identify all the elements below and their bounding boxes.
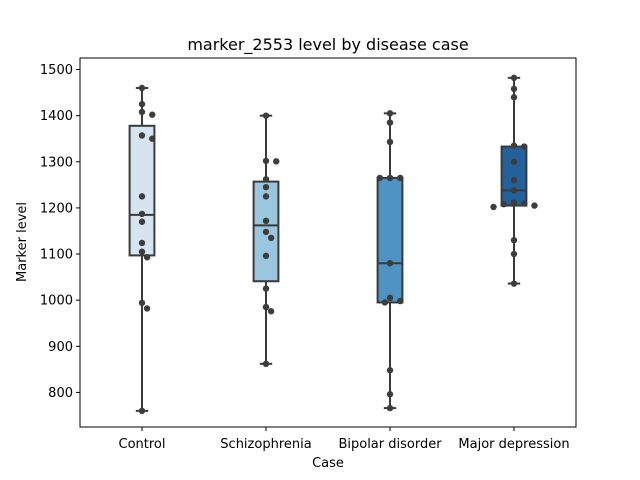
data-point [386,174,394,182]
data-point [376,174,383,182]
data-point [386,367,394,374]
data-point [262,193,270,200]
data-point [262,176,270,183]
data-point [262,285,270,292]
data-point [386,110,394,117]
data-point [138,84,146,92]
data-point [510,85,518,93]
data-point [138,132,146,139]
data-point [262,360,270,368]
y-tick-label: 1000 [40,294,73,309]
plot-content [128,74,538,415]
y-tick-label: 1100 [40,248,73,263]
data-point [521,143,528,150]
data-point [138,218,146,225]
data-point [143,254,151,261]
x-tick-label: Schizophrenia [220,437,311,452]
data-point [262,112,270,119]
data-point [386,138,394,146]
data-point [138,239,146,247]
data-point [510,142,518,149]
data-point [510,250,518,258]
y-tick-label: 1300 [40,155,73,170]
data-point [138,248,146,255]
box [500,145,528,207]
data-point [510,236,518,244]
data-point [149,135,156,142]
data-point [262,183,270,191]
x-axis: Control Schizophrenia Bipolar disorder Majo… [119,427,570,452]
data-point [273,158,280,165]
box-group [490,74,538,287]
chart-title: marker_2553 level by disease case [187,35,468,55]
data-point [262,228,270,236]
box-group [376,110,404,412]
data-point [138,100,146,108]
box [128,124,156,257]
data-point [510,158,518,165]
data-point [262,217,270,225]
data-point [267,234,275,242]
data-point [510,187,518,194]
data-point [510,74,518,82]
data-point [138,193,146,200]
data-point [149,111,156,118]
data-point [490,203,497,211]
box-group [252,112,280,368]
data-point [381,299,389,306]
y-axis-title: Marker level [15,202,30,282]
data-point [397,174,404,182]
data-point [531,202,538,209]
data-point [262,157,270,165]
x-tick-label: Major depression [458,437,569,452]
data-point [386,404,394,412]
data-point [143,305,151,312]
data-point [262,252,270,260]
data-point [386,294,394,302]
y-tick-label: 800 [48,386,73,401]
data-point [138,299,146,307]
data-point [397,297,404,305]
data-point [386,391,394,398]
box-group [128,84,156,415]
data-point [267,308,275,315]
data-point [510,280,518,287]
data-point [386,260,394,267]
y-tick-label: 900 [48,340,73,355]
data-point [510,94,518,101]
y-tick-label: 1400 [40,109,73,124]
data-point [138,108,146,116]
y-axis: 800 900 1000 1100 1200 1300 1400 1500 [40,63,80,401]
data-point [138,210,146,218]
x-axis-title: Case [312,456,344,471]
data-point [510,177,518,184]
data-point [510,199,518,206]
data-point [386,119,394,126]
x-tick-label: Control [119,437,166,452]
data-point [500,201,507,208]
x-tick-label: Bipolar disorder [338,437,442,452]
data-point [521,200,528,207]
data-point [138,407,146,415]
y-tick-label: 1200 [40,201,73,216]
box [376,176,404,304]
data-point [262,303,270,311]
plot-frame [79,57,577,428]
y-tick-label: 1500 [40,63,73,78]
